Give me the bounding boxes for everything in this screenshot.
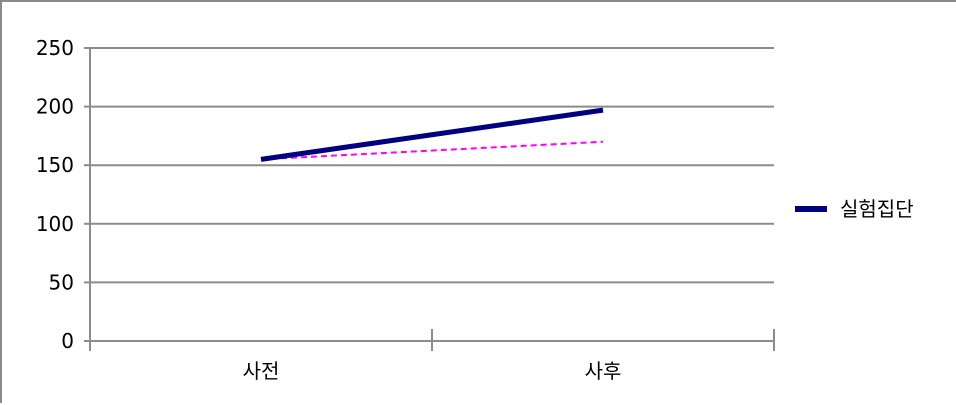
- x-tick-label: 사후: [585, 359, 622, 383]
- legend: 실험집단: [795, 197, 914, 221]
- series-layer: [260, 107, 604, 162]
- y-tick-label: 50: [49, 270, 74, 294]
- grid-lines: [90, 47, 774, 284]
- y-tick-labels: 0 50 100 150 200 250: [36, 36, 74, 353]
- series-line-main: [260, 107, 604, 162]
- y-tick-label: 0: [61, 329, 74, 353]
- y-tick-label: 250: [36, 36, 74, 60]
- x-tick-label: 사전: [243, 359, 280, 383]
- series-line-dashed: [260, 140, 604, 161]
- x-tick-labels: 사전 사후: [243, 359, 622, 383]
- legend-label: 실험집단: [840, 197, 914, 221]
- y-tick-label: 100: [36, 212, 74, 236]
- y-tick-label: 150: [36, 153, 74, 177]
- axes: [84, 47, 775, 351]
- y-tick-label: 200: [36, 95, 74, 119]
